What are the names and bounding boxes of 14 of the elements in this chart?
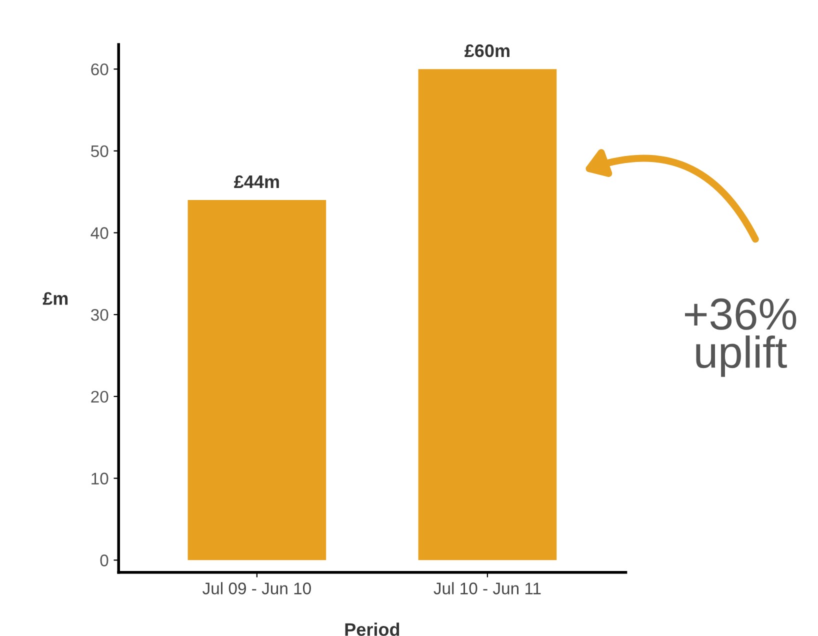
y-tick-label: 50 (91, 145, 108, 158)
data-label: £60m (464, 44, 510, 58)
y-tick-label: 30 (90, 309, 108, 321)
y-tick-label: 0 (100, 554, 108, 566)
x-tick-label: Jul 10 - Jun 11 (434, 582, 541, 594)
y-axis-title: £m (42, 292, 68, 305)
text: +36% uplift (685, 298, 796, 377)
x-axis-title: Period (345, 622, 400, 636)
x-tick-label: Jul 09 - Jun 10 (202, 582, 311, 594)
y-tick-label: 10 (92, 472, 108, 484)
data-label: £44m (234, 175, 279, 188)
y-tick-label: 60 (91, 63, 108, 76)
y-tick-label: 40 (90, 227, 108, 239)
y-tick-label: 20 (91, 390, 108, 403)
